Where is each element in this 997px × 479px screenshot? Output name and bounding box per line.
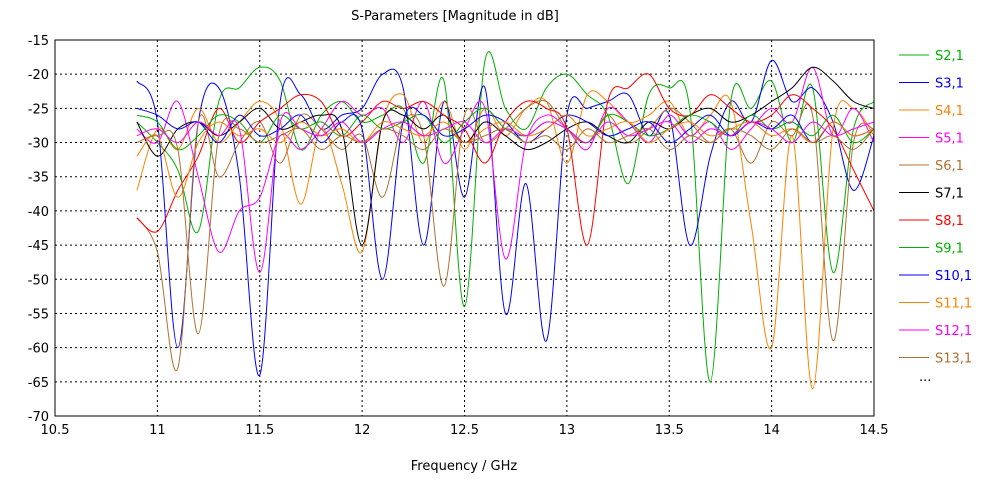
y-tick-label: -45 (28, 239, 49, 254)
y-tick-label: -50 (28, 273, 49, 288)
y-tick-label: -40 (28, 205, 49, 220)
x-axis-label: Frequency / GHz (411, 459, 518, 474)
y-tick-label: -20 (28, 68, 49, 83)
x-tick-label: 10.5 (41, 423, 70, 438)
y-tick-label: -70 (28, 410, 49, 425)
x-tick-label: 11 (149, 423, 166, 438)
y-tick-label: -60 (28, 342, 49, 357)
x-tick-label: 14.5 (860, 423, 889, 438)
series-line-s7-1 (136, 66, 874, 246)
x-tick-label: 13.5 (655, 423, 684, 438)
series-line-s5-1 (136, 66, 874, 260)
x-tick-label: 12.5 (450, 423, 479, 438)
series-line-s3-1 (136, 59, 874, 376)
y-tick-label: -55 (28, 307, 49, 322)
legend-label-s11-1: S11,1 (935, 297, 972, 312)
legend-label-s10-1: S10,1 (935, 269, 972, 284)
legend-label-s8-1: S8,1 (935, 214, 964, 229)
legend-label-s3-1: S3,1 (935, 77, 964, 92)
x-tick-label: 13 (559, 423, 576, 438)
series-line-s8-1 (136, 73, 874, 246)
legend-label-s5-1: S5,1 (935, 132, 964, 147)
y-tick-label: -65 (28, 376, 49, 391)
legend-label-s13-1: S13,1 (935, 352, 972, 367)
legend-more-indicator: ... (919, 370, 931, 385)
series-line-s11-1 (136, 114, 874, 198)
legend-label-s12-1: S12,1 (935, 324, 972, 339)
y-tick-label: -30 (28, 137, 49, 152)
tick-labels: 10.5 11 11.5 12 12.5 13 13.5 14 14.5 -15 -20 -25 -30… (28, 34, 889, 438)
series-line-s13-1 (136, 117, 874, 335)
x-tick-label: 14 (763, 423, 780, 438)
y-tick-label: -25 (28, 102, 49, 117)
legend-label-s2-1: S2,1 (935, 49, 964, 64)
legend-label-s6-1: S6,1 (935, 159, 964, 174)
y-tick-label: -35 (28, 171, 49, 186)
series-line-s2-1 (136, 51, 874, 383)
legend-label-s9-1: S9,1 (935, 242, 964, 257)
chart-title: S-Parameters [Magnitude in dB] (351, 9, 559, 24)
x-tick-label: 11.5 (245, 423, 274, 438)
legend-label-s7-1: S7,1 (935, 187, 964, 202)
plot-frame (54, 39, 875, 417)
x-tick-label: 12 (354, 423, 371, 438)
legend-label-s4-1: S4,1 (935, 104, 964, 119)
grid (55, 40, 874, 416)
series-line-s12-1 (136, 112, 874, 273)
y-tick-label: -15 (28, 34, 49, 49)
series-line-s4-1 (136, 90, 874, 390)
series-layer (136, 51, 874, 390)
series-line-s6-1 (136, 99, 874, 372)
legend: S2,1 S3,1 S4,1 S5,1 S6,1 S7,1 S8,1 S9,1 S10,1 S11… (899, 49, 972, 385)
